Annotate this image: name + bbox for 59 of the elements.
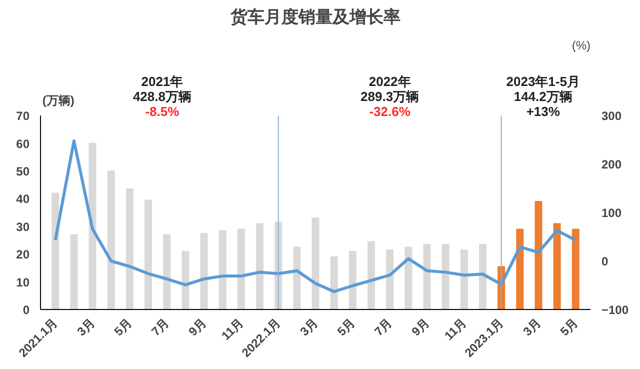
bar	[88, 142, 96, 310]
bar	[572, 228, 580, 310]
bar	[553, 223, 561, 310]
y2-tick-label: 100	[602, 206, 622, 220]
bar	[163, 234, 171, 310]
bar	[107, 170, 115, 310]
bar	[218, 230, 226, 310]
bar	[293, 246, 301, 310]
bar	[144, 200, 152, 310]
bar	[52, 192, 60, 310]
bar	[200, 232, 208, 310]
x-tick-label: 5月	[112, 316, 135, 339]
annotation: 2021年 428.8万辆 -8.5%	[132, 74, 192, 120]
x-tick-label: 3月	[74, 316, 98, 339]
bar	[70, 234, 78, 310]
bar	[386, 249, 394, 310]
y-axis-title: (万辆)	[42, 94, 74, 108]
y2-axis-title: (%)	[572, 38, 591, 52]
bar	[478, 244, 486, 310]
y-tick-label: 20	[16, 248, 30, 262]
y2-tick-label: 200	[602, 158, 622, 172]
y-tick-label: 0	[22, 303, 30, 317]
y-tick-label: 40	[16, 192, 30, 206]
bar	[126, 188, 134, 310]
y2-tick-label: 0	[602, 254, 608, 269]
y-tick-label: 60	[16, 136, 30, 151]
x-tick-label: 3月	[297, 316, 320, 339]
x-tick-label: 11月	[442, 316, 470, 343]
x-tick-label: 9月	[186, 316, 209, 339]
annotation: 2022年 289.3万辆 -32.6%	[360, 74, 420, 120]
bar	[348, 250, 356, 310]
bar	[404, 246, 412, 310]
bar	[423, 244, 431, 310]
x-tick-label: 7月	[372, 316, 395, 339]
annotation: 2023年1-5月 144.2万辆 +13%	[506, 74, 580, 120]
chart-title: 货车月度销量及增长率	[230, 8, 400, 26]
y2-tick-label: −100	[602, 303, 629, 317]
x-tick-label: 9月	[408, 316, 432, 339]
x-tick-label: 3月	[520, 316, 544, 339]
x-tick-label: 7月	[148, 316, 172, 339]
y-tick-label: 10	[16, 275, 30, 290]
y-tick-label: 50	[16, 164, 30, 179]
y2-tick-label: 300	[602, 109, 622, 124]
bar	[312, 218, 320, 310]
bar	[460, 249, 468, 310]
bar	[534, 201, 542, 310]
bar	[516, 228, 524, 310]
bar	[330, 256, 338, 310]
y-tick-label: 70	[16, 109, 30, 124]
x-tick-label: 11月	[218, 316, 246, 343]
bar	[367, 241, 375, 310]
bar	[442, 244, 450, 310]
x-tick-label: 5月	[557, 316, 581, 339]
y-tick-label: 30	[16, 220, 30, 234]
bar	[256, 223, 264, 310]
line-series	[54, 139, 578, 294]
bar	[182, 250, 190, 310]
x-tick-label: 5月	[334, 316, 358, 339]
bar	[237, 228, 245, 310]
